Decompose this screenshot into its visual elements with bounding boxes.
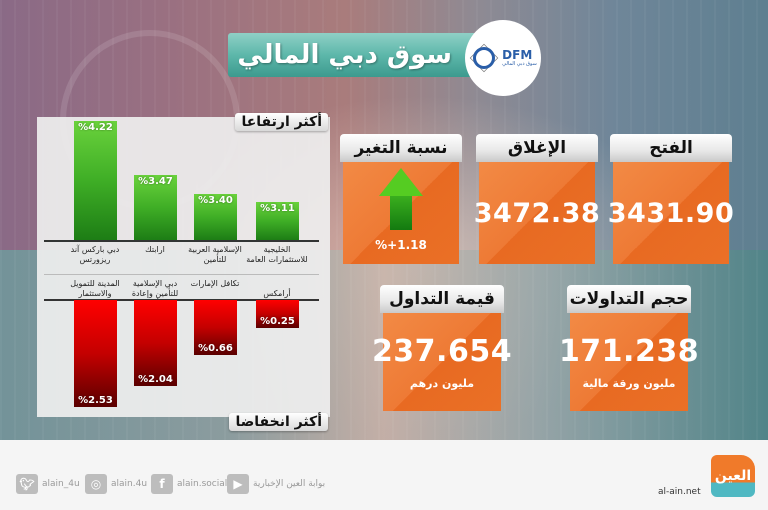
twitter-handle[interactable]: alain_4u xyxy=(42,479,80,489)
change-label: نسبة التغير xyxy=(340,134,462,162)
arrow-up-icon xyxy=(379,168,423,230)
bar-value: %2.04 xyxy=(138,374,173,385)
change-card: نسبة التغير %+1.18 xyxy=(340,134,462,264)
bar-value: %0.66 xyxy=(198,343,233,354)
volume-value: 171.238 xyxy=(558,334,700,369)
open-value: 3431.90 xyxy=(607,197,735,229)
alain-logo: العين xyxy=(711,455,755,497)
turnover-value: 237.654 xyxy=(371,334,513,369)
open-card: الفتح 3431.90 xyxy=(608,134,734,264)
close-value: 3472.38 xyxy=(473,197,601,229)
bar-value: %3.40 xyxy=(198,195,233,206)
close-body: 3472.38 xyxy=(474,162,600,264)
youtube-handle[interactable]: بوابة العين الإخبارية xyxy=(253,479,326,489)
loser-bar: %0.25 xyxy=(256,300,299,328)
turnover-unit: مليون درهم xyxy=(409,377,475,390)
gainer-name: الإسلامية العربية للتأمين xyxy=(188,245,242,264)
gainers-axis xyxy=(44,240,319,242)
instagram-handle[interactable]: alain.4u xyxy=(111,479,148,489)
gainer-bar: %3.40 xyxy=(194,194,237,240)
loser-name: تكافل الإمارات xyxy=(190,279,240,288)
dfm-subtitle: سوق دبي المالي xyxy=(502,61,537,67)
turnover-card: قيمة التداول 237.654 مليون درهم xyxy=(372,285,512,411)
change-value: %+1.18 xyxy=(375,238,427,252)
close-card: الإغلاق 3472.38 xyxy=(474,134,600,264)
bar-value: %2.53 xyxy=(78,395,113,406)
volume-unit: مليون ورقة مالية xyxy=(582,377,676,390)
change-body: %+1.18 xyxy=(343,162,459,264)
facebook-handle[interactable]: alain.social xyxy=(177,479,228,489)
movers-panel: أكثر ارتفاعا %4.22 %3.47 %3.40 %3.11 دبي… xyxy=(37,113,330,431)
gainer-name: دبي باركس آند ريزورتس xyxy=(70,245,120,264)
open-label: الفتح xyxy=(610,134,732,162)
gainer-name: ارابتك xyxy=(145,245,165,254)
social-facebook[interactable]: f alain.social xyxy=(151,474,227,494)
volume-body: 171.238 مليون ورقة مالية xyxy=(559,313,699,411)
site-url[interactable]: al-ain.net xyxy=(658,487,701,497)
dfm-abbr: DFM xyxy=(502,48,533,62)
twitter-icon[interactable]: 🐦︎ xyxy=(16,474,38,494)
turnover-body: 237.654 مليون درهم xyxy=(372,313,512,411)
footer: 🐦︎ alain_4u ◎ alain.4u f alain.social ▶ … xyxy=(0,440,768,510)
title-banner: سوق دبي المالي xyxy=(228,33,478,77)
social-instagram[interactable]: ◎ alain.4u xyxy=(85,474,147,494)
bar-value: %4.22 xyxy=(78,122,113,133)
loser-bar: %2.04 xyxy=(134,300,177,386)
youtube-icon[interactable]: ▶ xyxy=(227,474,249,494)
losers-axis xyxy=(44,299,319,301)
volume-card: حجم التداولات 171.238 مليون ورقة مالية xyxy=(559,285,699,411)
social-twitter[interactable]: 🐦︎ alain_4u xyxy=(16,474,80,494)
loser-bar: %2.53 xyxy=(74,300,117,407)
bar-value: %3.11 xyxy=(260,203,295,214)
section-divider xyxy=(44,274,319,275)
bar-value: %0.25 xyxy=(260,316,295,327)
gainer-bar: %3.47 xyxy=(134,175,177,240)
gainer-bar: %4.22 xyxy=(74,121,117,240)
loser-bar: %0.66 xyxy=(194,300,237,355)
gainers-label: أكثر ارتفاعا xyxy=(235,113,328,131)
turnover-label: قيمة التداول xyxy=(380,285,504,313)
facebook-icon[interactable]: f xyxy=(151,474,173,494)
gainer-bar: %3.11 xyxy=(256,202,299,240)
alain-logo-text: العين xyxy=(714,468,752,484)
loser-name: المدينة للتمويل والاستثمار xyxy=(70,279,120,298)
loser-name: أرامكس xyxy=(263,289,291,298)
page-title: سوق دبي المالي xyxy=(237,40,452,70)
instagram-icon[interactable]: ◎ xyxy=(85,474,107,494)
social-youtube[interactable]: ▶ بوابة العين الإخبارية xyxy=(227,474,325,494)
losers-label: أكثر انخفاضا xyxy=(229,413,328,431)
close-label: الإغلاق xyxy=(476,134,598,162)
gainer-name: الخليجية للاستثمارات العامة xyxy=(246,245,308,264)
open-body: 3431.90 xyxy=(608,162,734,264)
dfm-emblem-icon xyxy=(469,43,499,73)
dfm-logo: DFM سوق دبي المالي xyxy=(465,20,541,96)
bar-value: %3.47 xyxy=(138,176,173,187)
volume-label: حجم التداولات xyxy=(567,285,691,313)
